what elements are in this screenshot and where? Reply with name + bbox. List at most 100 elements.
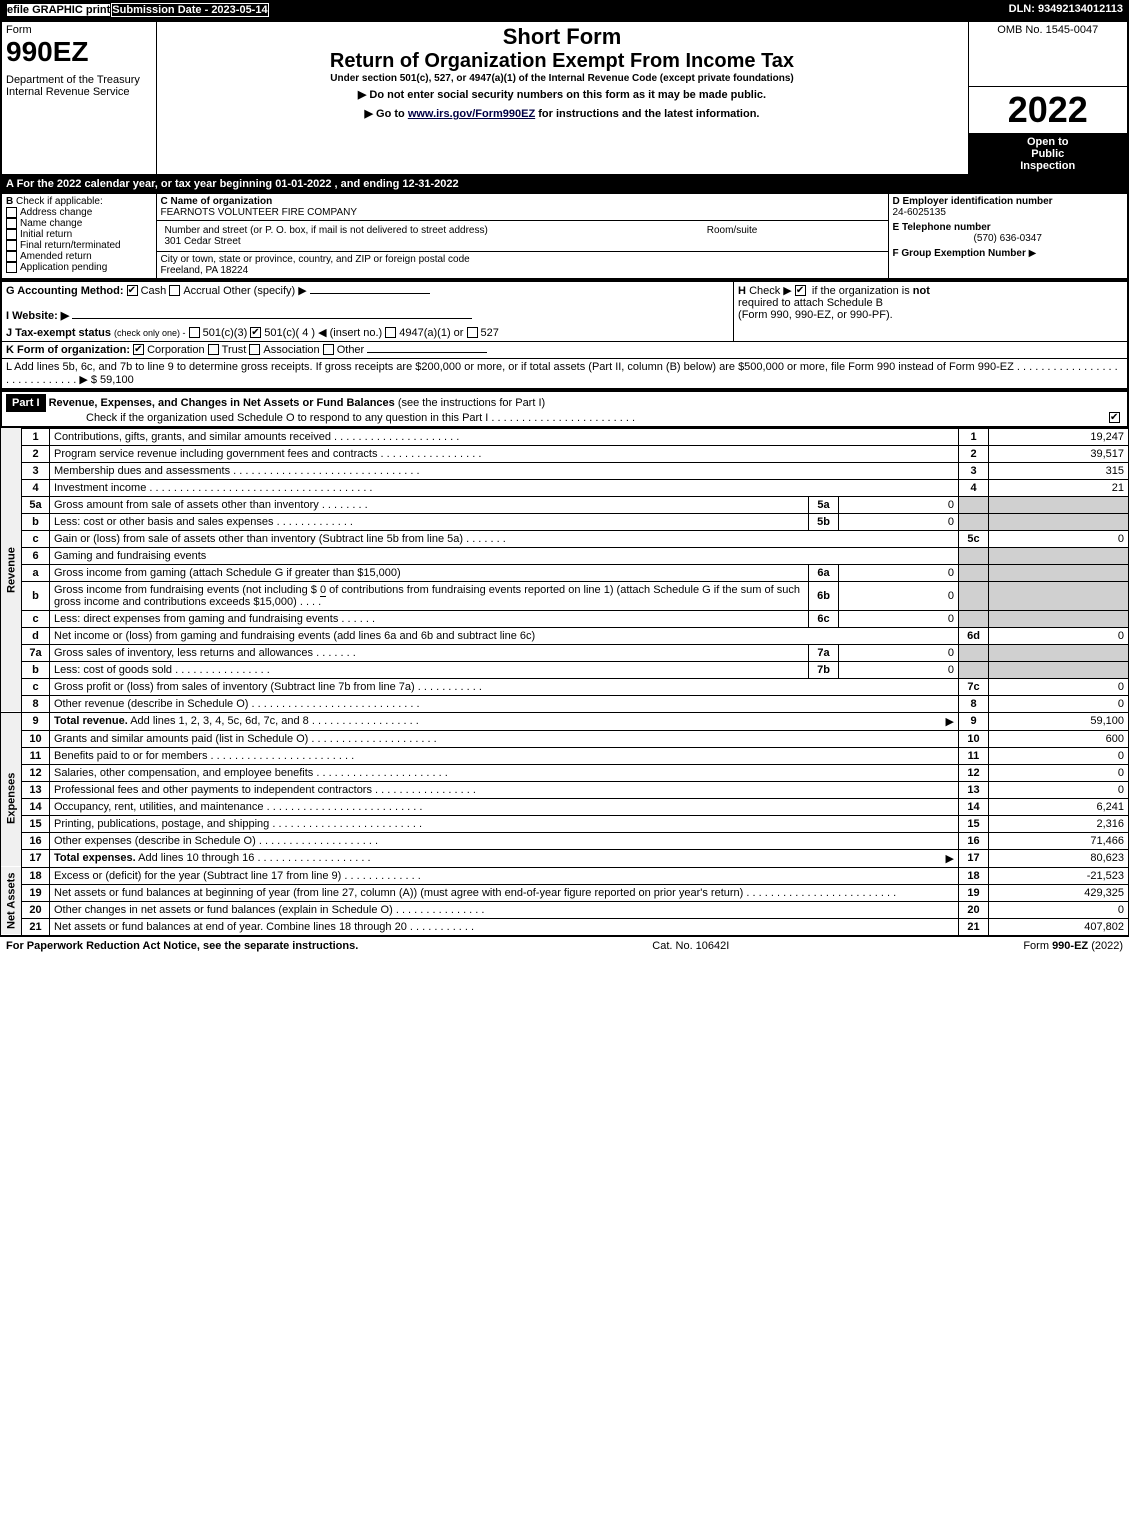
line-3-value: 315 <box>989 462 1129 479</box>
addr-label: Number and street (or P. O. box, if mail… <box>165 225 699 236</box>
line-7a-desc: Gross sales of inventory, less returns a… <box>54 647 313 659</box>
goto-instructions: ▶ Go to www.irs.gov/Form990EZ for instru… <box>161 107 964 120</box>
footer-catno: Cat. No. 10642I <box>652 940 729 952</box>
checkbox-501c[interactable] <box>250 327 261 338</box>
line-7b-desc: Less: cost of goods sold <box>54 664 172 676</box>
revenue-section-label: Revenue <box>1 428 22 712</box>
line-6c-value: 0 <box>839 610 959 627</box>
checkbox-sched-b[interactable] <box>795 285 806 296</box>
checkbox-corp[interactable] <box>133 344 144 355</box>
line-2-value: 39,517 <box>989 445 1129 462</box>
form-header-table: Form 990EZ Department of the Treasury In… <box>0 20 1129 176</box>
footer-left: For Paperwork Reduction Act Notice, see … <box>6 940 358 952</box>
expenses-section-label: Expenses <box>1 730 22 867</box>
sec-f-label: F Group Exemption Number ▶ <box>893 248 1124 259</box>
line-9-desc: Total revenue. <box>54 715 128 727</box>
line-6a-value: 0 <box>839 564 959 581</box>
checkbox-schedule-o[interactable] <box>1109 412 1120 423</box>
part1-heading: Revenue, Expenses, and Changes in Net As… <box>49 397 395 409</box>
line-10-value: 600 <box>989 730 1129 747</box>
checkbox-cash[interactable] <box>127 285 138 296</box>
sec-d-label: D Employer identification number <box>893 196 1124 207</box>
section-a-tax-year: A For the 2022 calendar year, or tax yea… <box>0 176 1129 192</box>
line-14-desc: Occupancy, rent, utilities, and maintena… <box>54 801 264 813</box>
line-12-desc: Salaries, other compensation, and employ… <box>54 767 313 779</box>
gross-receipts-value: $ 59,100 <box>91 374 134 386</box>
efile-print-button[interactable]: efile GRAPHIC print <box>6 3 111 17</box>
line-7c-desc: Gross profit or (loss) from sales of inv… <box>54 681 415 693</box>
line-21-value: 407,802 <box>989 918 1129 935</box>
part1-label: Part I <box>6 394 46 412</box>
checkbox-pending[interactable] <box>6 262 17 273</box>
line-11-desc: Benefits paid to or for members <box>54 750 207 762</box>
line-6d-desc: Net income or (loss) from gaming and fun… <box>50 627 959 644</box>
line-3-desc: Membership dues and assessments <box>54 465 230 477</box>
line-13-value: 0 <box>989 781 1129 798</box>
website-input[interactable] <box>72 318 472 319</box>
sec-b-label: B <box>6 196 13 207</box>
submission-date: Submission Date - 2023-05-14 <box>111 3 268 17</box>
line-7c-value: 0 <box>989 678 1129 695</box>
line-5a-desc: Gross amount from sale of assets other t… <box>54 499 319 511</box>
open-to-public: Open to Public Inspection <box>968 133 1128 175</box>
line-6d-value: 0 <box>989 627 1129 644</box>
checkbox-assoc[interactable] <box>249 344 260 355</box>
line-6b-value: 0 <box>839 581 959 610</box>
line-6c-desc: Less: direct expenses from gaming and fu… <box>54 613 338 625</box>
checkbox-trust[interactable] <box>208 344 219 355</box>
checkbox-501c3[interactable] <box>189 327 200 338</box>
line-19-value: 429,325 <box>989 884 1129 901</box>
line-12-value: 0 <box>989 764 1129 781</box>
checkbox-4947[interactable] <box>385 327 396 338</box>
line-17-value: 80,623 <box>989 849 1129 867</box>
line-14-value: 6,241 <box>989 798 1129 815</box>
form-number: 990EZ <box>6 36 152 68</box>
irs-link[interactable]: www.irs.gov/Form990EZ <box>408 108 535 120</box>
line-1-num: 1 <box>22 428 50 445</box>
dln: DLN: 93492134012113 <box>1003 0 1129 20</box>
line-19-desc: Net assets or fund balances at beginning… <box>54 887 743 899</box>
sec-h-label: H <box>738 285 746 297</box>
omb-number: OMB No. 1545-0047 <box>973 24 1124 36</box>
line-13-desc: Professional fees and other payments to … <box>54 784 372 796</box>
line-18-desc: Excess or (deficit) for the year (Subtra… <box>54 870 341 882</box>
ssn-warning: ▶ Do not enter social security numbers o… <box>161 88 964 101</box>
line-15-desc: Printing, publications, postage, and shi… <box>54 818 269 830</box>
line-8-desc: Other revenue (describe in Schedule O) <box>54 698 248 710</box>
line-6b-desc: Gross income from fundraising events (no… <box>50 581 809 610</box>
sec-k-label: K Form of organization: <box>6 344 130 356</box>
checkbox-accrual[interactable] <box>169 285 180 296</box>
line-21-desc: Net assets or fund balances at end of ye… <box>54 921 407 933</box>
part1-check-text: Check if the organization used Schedule … <box>86 412 488 424</box>
checkbox-address-change[interactable] <box>6 207 17 218</box>
line-16-desc: Other expenses (describe in Schedule O) <box>54 835 256 847</box>
checkbox-other-org[interactable] <box>323 344 334 355</box>
addr-value: 301 Cedar Street <box>165 236 699 247</box>
checkbox-527[interactable] <box>467 327 478 338</box>
short-form-title: Short Form <box>161 24 964 50</box>
checkbox-initial-return[interactable] <box>6 229 17 240</box>
sec-e-label: E Telephone number <box>893 222 1124 233</box>
form-label: Form <box>6 24 152 36</box>
line-17-desc: Total expenses. <box>54 852 136 864</box>
org-info-table: B Check if applicable: Address change Na… <box>0 192 1129 280</box>
line-5b-desc: Less: cost or other basis and sales expe… <box>54 516 274 528</box>
other-method-input[interactable] <box>310 293 430 294</box>
line-1-desc: Contributions, gifts, grants, and simila… <box>54 431 331 443</box>
city-label: City or town, state or province, country… <box>161 254 884 265</box>
line-5a-value: 0 <box>839 496 959 513</box>
ein-value: 24-6025135 <box>893 207 1124 218</box>
checkbox-name-change[interactable] <box>6 218 17 229</box>
line-5c-desc: Gain or (loss) from sale of assets other… <box>54 533 463 545</box>
lines-table: Revenue 1 Contributions, gifts, grants, … <box>0 428 1129 936</box>
sec-c-label: C Name of organization <box>161 196 884 207</box>
checkbox-amended[interactable] <box>6 251 17 262</box>
line-2-desc: Program service revenue including govern… <box>54 448 377 460</box>
line-16-value: 71,466 <box>989 832 1129 849</box>
footer: For Paperwork Reduction Act Notice, see … <box>0 936 1129 955</box>
checkbox-final-return[interactable] <box>6 240 17 251</box>
room-label: Room/suite <box>707 225 880 236</box>
sec-g-label: G Accounting Method: <box>6 285 124 297</box>
section-subtitle: Under section 501(c), 527, or 4947(a)(1)… <box>161 73 964 84</box>
other-org-input[interactable] <box>367 352 487 353</box>
